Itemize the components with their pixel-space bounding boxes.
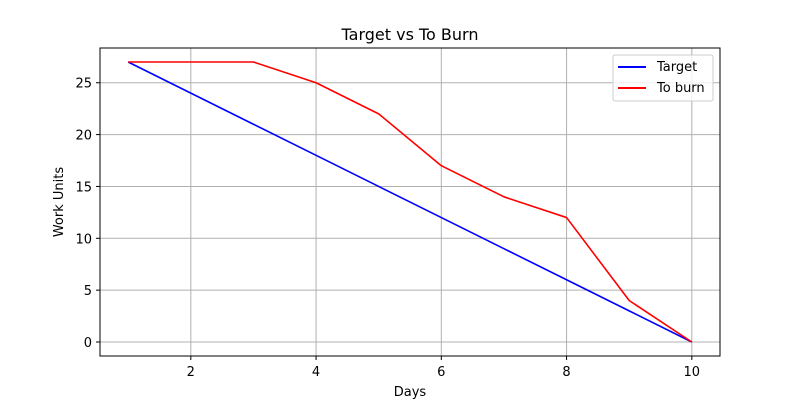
legend: Target To burn (612, 54, 714, 102)
y-tick-label: 5 (84, 284, 92, 299)
x-axis-label: Days (394, 385, 427, 400)
x-tick-label: 8 (562, 365, 570, 380)
y-tick-label: 0 (84, 336, 92, 351)
x-tick-label: 4 (312, 365, 320, 380)
grid-lines (100, 48, 720, 356)
x-axis-ticks: 2 4 6 8 10 (187, 356, 700, 380)
x-tick-label: 6 (437, 365, 445, 380)
x-tick-label: 10 (684, 365, 701, 380)
series-line-to-burn (128, 61, 693, 343)
y-tick-label: 10 (75, 232, 92, 247)
y-tick-label: 25 (75, 77, 92, 92)
y-axis-ticks: 0 5 10 15 20 25 (75, 77, 100, 351)
plot-frame (99, 47, 721, 357)
y-tick-label: 15 (75, 180, 92, 195)
y-axis-label: Work Units (52, 167, 67, 238)
x-tick-label: 2 (187, 365, 195, 380)
y-tick-label: 20 (75, 129, 92, 144)
legend-label-target: Target (656, 60, 697, 75)
chart-title: Target vs To Burn (341, 25, 479, 44)
series-line-target (127, 61, 693, 343)
series-lines (127, 61, 693, 343)
legend-label-to-burn: To burn (656, 81, 705, 96)
